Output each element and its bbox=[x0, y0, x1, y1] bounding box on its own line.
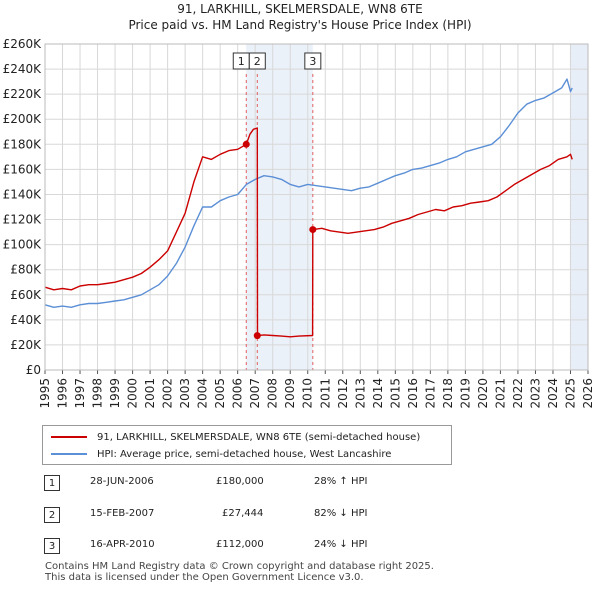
footer-copyright: Contains HM Land Registry data © Crown c… bbox=[45, 561, 434, 572]
transaction-point bbox=[253, 332, 261, 340]
transaction-hpi: 24% ↓ HPI bbox=[314, 539, 368, 550]
transaction-price: £180,000 bbox=[216, 476, 264, 487]
x-tick-label: 1996 bbox=[56, 378, 70, 409]
x-tick-label: 1995 bbox=[38, 378, 52, 409]
x-tick-label: 2013 bbox=[353, 378, 367, 409]
hpi-line bbox=[44, 78, 573, 308]
transaction-hpi: 82% ↓ HPI bbox=[314, 508, 368, 519]
x-tick-label: 2003 bbox=[178, 378, 192, 409]
x-tick-label: 1997 bbox=[73, 378, 87, 409]
transaction-marker-label: 1 bbox=[238, 55, 245, 68]
y-tick-label: £200K bbox=[3, 112, 43, 126]
y-tick-label: £120K bbox=[3, 213, 43, 227]
y-tick-label: £0 bbox=[26, 363, 41, 377]
x-tick-label: 2023 bbox=[528, 378, 542, 409]
x-tick-label: 2026 bbox=[581, 378, 595, 409]
x-tick-label: 2004 bbox=[196, 378, 210, 409]
chart-subtitle: Price paid vs. HM Land Registry's House … bbox=[128, 18, 472, 32]
x-tick-label: 2012 bbox=[336, 378, 350, 409]
x-tick-label: 2018 bbox=[441, 378, 455, 409]
x-tick-label: 2025 bbox=[563, 378, 577, 409]
legend-swatch-property bbox=[51, 436, 87, 438]
x-tick-label: 1998 bbox=[91, 378, 105, 409]
x-tick-label: 2010 bbox=[301, 378, 315, 409]
x-tick-label: 2017 bbox=[423, 378, 437, 409]
x-tick-label: 2000 bbox=[126, 378, 140, 409]
y-tick-label: £80K bbox=[10, 263, 42, 277]
transaction-date: 16-APR-2010 bbox=[90, 539, 155, 550]
y-tick-label: £40K bbox=[10, 313, 42, 327]
x-tick-label: 1999 bbox=[108, 378, 122, 409]
y-tick-label: £220K bbox=[3, 87, 43, 101]
x-tick-label: 2014 bbox=[371, 378, 385, 409]
transaction-number: 2 bbox=[44, 507, 60, 523]
transaction-marker-label: 2 bbox=[254, 55, 261, 68]
x-tick-label: 2002 bbox=[161, 378, 175, 409]
legend-label-property: 91, LARKHILL, SKELMERSDALE, WN8 6TE (sem… bbox=[97, 431, 421, 443]
legend-swatch-hpi bbox=[51, 453, 87, 455]
transaction-price: £27,444 bbox=[222, 508, 264, 519]
x-tick-label: 2022 bbox=[511, 378, 525, 409]
future-shading bbox=[570, 44, 588, 370]
y-tick-label: £240K bbox=[3, 62, 43, 76]
x-tick-label: 2016 bbox=[406, 378, 420, 409]
x-tick-label: 2015 bbox=[388, 378, 402, 409]
x-tick-label: 2001 bbox=[143, 378, 157, 409]
transaction-hpi: 28% ↑ HPI bbox=[314, 476, 368, 487]
footer-licence: This data is licensed under the Open Gov… bbox=[45, 572, 364, 583]
legend-label-hpi: HPI: Average price, semi-detached house,… bbox=[97, 448, 392, 460]
x-tick-label: 2021 bbox=[493, 378, 507, 409]
x-tick-label: 2020 bbox=[476, 378, 490, 409]
plot-frame bbox=[44, 43, 589, 371]
legend-item-hpi: HPI: Average price, semi-detached house,… bbox=[51, 447, 391, 461]
transaction-date: 28-JUN-2006 bbox=[90, 476, 154, 487]
x-tick-label: 2011 bbox=[318, 378, 332, 409]
y-tick-label: £140K bbox=[3, 187, 43, 201]
legend: 91, LARKHILL, SKELMERSDALE, WN8 6TE (sem… bbox=[42, 425, 452, 465]
transaction-marker-label: 3 bbox=[309, 55, 316, 68]
y-tick-label: £180K bbox=[3, 137, 43, 151]
transaction-point bbox=[309, 226, 317, 234]
transaction-point bbox=[242, 140, 250, 148]
x-tick-label: 2005 bbox=[213, 378, 227, 409]
transaction-marker-box bbox=[304, 52, 322, 70]
transaction-date: 15-FEB-2007 bbox=[90, 508, 155, 519]
x-tick-label: 2007 bbox=[248, 378, 262, 409]
x-tick-label: 2006 bbox=[231, 378, 245, 409]
ownership-shading bbox=[246, 44, 313, 370]
x-tick-label: 2019 bbox=[458, 378, 472, 409]
x-tick-label: 2024 bbox=[546, 378, 560, 409]
property-price-line bbox=[44, 127, 573, 338]
transaction-price: £112,000 bbox=[216, 539, 264, 550]
x-tick-label: 2009 bbox=[283, 378, 297, 409]
y-tick-label: £100K bbox=[3, 238, 43, 252]
y-tick-label: £260K bbox=[3, 37, 43, 51]
x-tick-label: 2008 bbox=[266, 378, 280, 409]
transaction-marker-box bbox=[248, 52, 266, 70]
legend-item-property: 91, LARKHILL, SKELMERSDALE, WN8 6TE (sem… bbox=[51, 430, 420, 444]
y-tick-label: £160K bbox=[3, 162, 43, 176]
transaction-number: 1 bbox=[44, 475, 60, 491]
price-chart: £0 £20K £40K £60K £80K £100K £120K £140K £160K £1… bbox=[3, 37, 595, 409]
chart-title: 91, LARKHILL, SKELMERSDALE, WN8 6TE bbox=[177, 2, 423, 16]
y-tick-label: £20K bbox=[10, 338, 42, 352]
transaction-number: 3 bbox=[44, 538, 60, 554]
y-tick-label: £60K bbox=[10, 288, 42, 302]
